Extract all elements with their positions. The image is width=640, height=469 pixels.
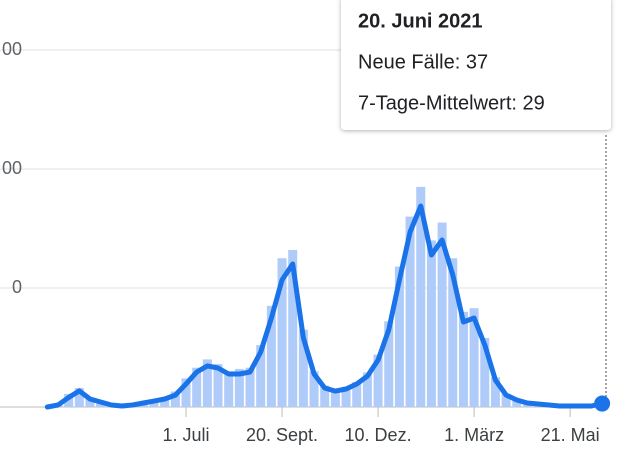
bar [426,240,436,407]
bar [416,186,426,407]
bar [234,368,244,407]
bar [469,308,479,407]
x-tick-label: 21. Mai [541,425,600,445]
hover-point [594,395,611,412]
tooltip-title: 20. Juni 2021 [358,10,483,32]
x-tick-label: 1. Juli [162,425,209,445]
x-tick-label: 1. März [444,425,504,445]
y-tick-label: 0 [12,277,22,297]
bar [256,345,266,407]
line [44,203,605,410]
bar [266,305,276,407]
bar [341,386,351,407]
bar [160,397,170,407]
bar [384,321,394,407]
x-tick-label: 20. Sept. [246,425,318,445]
tooltip-box [341,0,611,130]
bar [224,371,234,407]
bar [298,329,308,407]
bar [330,389,340,407]
bar [245,367,255,407]
tooltip: 20. Juni 2021 Neue Fälle: 37 7-Tage-Mitt… [341,0,611,130]
bar [309,371,319,407]
y-tick-label: 00 [2,158,22,178]
bar [394,266,404,407]
bar [85,397,95,407]
bar [362,372,372,407]
bar [320,385,330,407]
bar [480,337,490,407]
bar [512,399,522,407]
tooltip-line: Neue Fälle: 37 [358,51,488,73]
bar [437,222,447,407]
bar [405,216,415,407]
bar [448,258,458,407]
y-tick-label: 00 [2,39,22,59]
bar [373,354,383,407]
bar [74,387,84,407]
bar [490,377,500,407]
bar [352,382,362,407]
x-tick-label: 10. Dez. [345,425,412,445]
tooltip-line: 7-Tage-Mittelwert: 29 [358,92,545,114]
bar [458,311,468,407]
bar [288,249,298,407]
bar [192,367,202,407]
bar [277,258,287,407]
bar [181,378,191,407]
bar [213,364,223,407]
bar [202,359,212,407]
bar [170,391,180,407]
bar [501,393,511,407]
